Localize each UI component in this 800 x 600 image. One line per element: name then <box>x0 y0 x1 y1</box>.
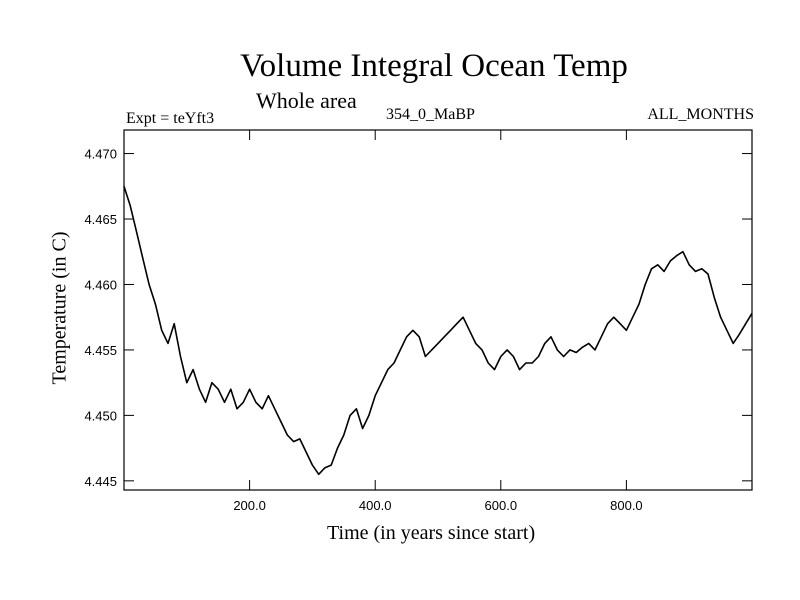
y-tick-label: 4.445 <box>84 474 117 489</box>
y-axis-label: Temperature (in C) <box>48 231 71 385</box>
plot-frame <box>123 129 753 491</box>
chart-title: Volume Integral Ocean Temp <box>240 48 628 84</box>
chart-subtitle: Whole area <box>256 88 357 113</box>
series-line <box>123 186 753 476</box>
x-axis-label: Time (in years since start) <box>327 522 536 544</box>
series-layer <box>123 186 753 476</box>
x-tick-label: 600.0 <box>485 498 518 513</box>
x-tick-label: 200.0 <box>233 498 266 513</box>
y-tick-label: 4.465 <box>84 212 117 227</box>
months-label: ALL_MONTHS <box>647 106 754 123</box>
x-tick-label: 800.0 <box>610 498 643 513</box>
y-tick-label: 4.450 <box>84 408 117 423</box>
axis-ticks: 4.445 4.450 4.455 4.460 4.465 4.470 200.0 400.0… <box>84 130 752 513</box>
x-tick-label: 400.0 <box>359 498 392 513</box>
y-tick-label: 4.455 <box>84 343 117 358</box>
y-tick-label: 4.460 <box>84 277 117 292</box>
experiment-label: Expt = teYft3 <box>126 110 215 127</box>
period-label: 354_0_MaBP <box>386 106 475 123</box>
y-tick-label: 4.470 <box>84 147 117 162</box>
